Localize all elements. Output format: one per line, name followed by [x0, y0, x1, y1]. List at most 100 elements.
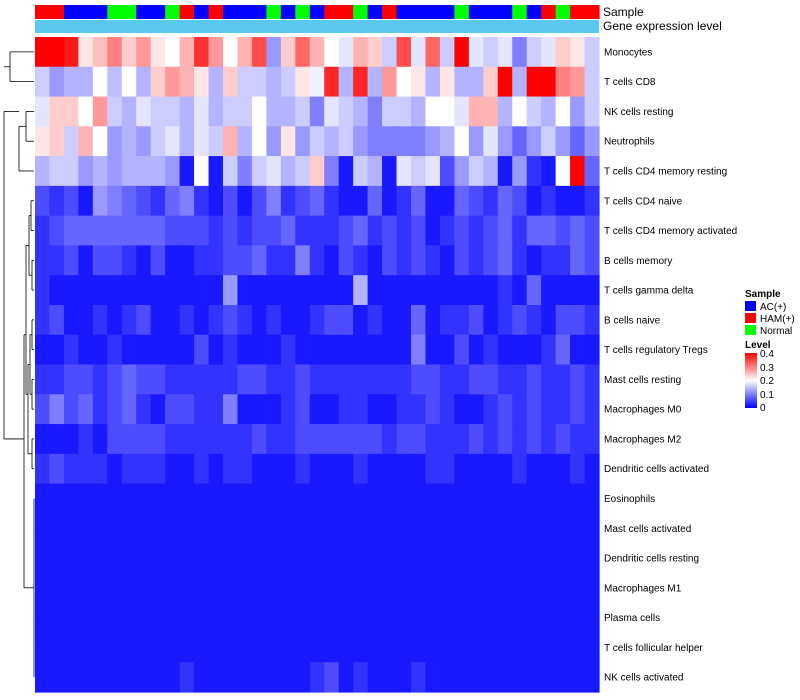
heatmap-cell — [584, 572, 600, 604]
heatmap-cell — [497, 66, 513, 98]
heatmap-cell — [324, 483, 340, 514]
heatmap-cell — [78, 632, 94, 663]
heatmap-cell — [338, 602, 354, 634]
row-label: Macrophages M2 — [604, 434, 682, 445]
heatmap-cell — [165, 275, 181, 306]
heatmap-cell — [439, 572, 455, 604]
heatmap-cell — [570, 543, 586, 574]
heatmap-cell — [179, 37, 195, 68]
heatmap-cell — [63, 572, 79, 604]
heatmap-cell — [107, 245, 123, 276]
heatmap-cell — [165, 632, 181, 663]
heatmap-cell — [35, 424, 51, 455]
heatmap-cell — [382, 66, 398, 98]
heatmap-cell — [324, 424, 340, 455]
heatmap-cell — [541, 424, 557, 455]
heatmap-cell — [280, 96, 296, 127]
heatmap-cell — [353, 304, 369, 336]
heatmap-cell — [295, 513, 311, 544]
heatmap-cell — [570, 275, 586, 306]
heatmap-cell — [35, 156, 51, 187]
heatmap-cell — [367, 424, 383, 455]
heatmap-cell — [338, 424, 354, 455]
heatmap-cell — [439, 275, 455, 306]
heatmap-cell — [35, 304, 51, 336]
heatmap-cell — [454, 334, 470, 366]
heatmap-cell — [237, 453, 253, 485]
sample-annotation-cell — [150, 5, 166, 19]
heatmap-cell — [165, 126, 181, 157]
heatmap-cell — [295, 185, 311, 217]
heatmap-cell — [280, 215, 296, 247]
heatmap-cell — [512, 483, 528, 514]
heatmap-cell — [49, 37, 65, 68]
heatmap-cell — [35, 602, 51, 634]
heatmap-cell — [251, 543, 267, 574]
heatmap-cell — [49, 126, 65, 157]
heatmap-cell — [63, 394, 79, 425]
heatmap-cell — [63, 37, 79, 68]
heatmap-cell — [165, 483, 181, 514]
heatmap-cell — [584, 513, 600, 544]
heatmap-cell — [382, 364, 398, 395]
heatmap-cell — [497, 483, 513, 514]
heatmap-cell — [584, 662, 600, 693]
heatmap-cell — [497, 662, 513, 693]
heatmap-cell — [324, 126, 340, 157]
heatmap-cell — [136, 275, 152, 306]
heatmap-cell — [179, 96, 195, 127]
heatmap-cell — [194, 424, 210, 455]
heatmap-cell — [194, 215, 210, 247]
legend-label-ac: AC(+) — [760, 302, 786, 313]
heatmap-cell — [439, 602, 455, 634]
heatmap-cell — [266, 662, 282, 693]
heatmap-cell — [309, 156, 325, 187]
heatmap-cell — [35, 364, 51, 395]
heatmap-cell — [454, 453, 470, 485]
heatmap-cell — [107, 513, 123, 544]
heatmap-cell — [570, 364, 586, 395]
heatmap-cell — [483, 424, 499, 455]
heatmap-cell — [107, 632, 123, 663]
heatmap-cell — [439, 126, 455, 157]
row-dendrogram — [3, 51, 35, 678]
row-label: T cells CD4 naive — [604, 196, 683, 207]
heatmap-cell — [584, 334, 600, 366]
heatmap-cell — [165, 602, 181, 634]
heatmap-cell — [136, 453, 152, 485]
heatmap-cell — [411, 304, 427, 336]
heatmap-cell — [584, 126, 600, 157]
sample-annotation-cell — [425, 5, 441, 19]
heatmap-cell — [78, 245, 94, 276]
heatmap-cell — [584, 632, 600, 663]
row-label: Mast cells activated — [604, 524, 691, 535]
heatmap-cell — [439, 334, 455, 366]
heatmap-cell — [425, 215, 441, 247]
heatmap-cell — [136, 96, 152, 127]
heatmap-cell — [237, 483, 253, 514]
heatmap-cell — [165, 185, 181, 217]
heatmap-cell — [92, 96, 108, 127]
heatmap-cell — [353, 96, 369, 127]
heatmap-cell — [179, 543, 195, 574]
row-label: Eosinophils — [604, 494, 655, 505]
heatmap-cell — [208, 185, 224, 217]
heatmap-cell — [396, 96, 412, 127]
heatmap-cell — [396, 543, 412, 574]
heatmap-cell — [92, 126, 108, 157]
sample-annotation-cell — [194, 5, 210, 19]
heatmap-cell — [280, 304, 296, 336]
heatmap-cell — [251, 275, 267, 306]
heatmap-cell — [107, 453, 123, 485]
heatmap-cell — [194, 304, 210, 336]
heatmap-cell — [208, 513, 224, 544]
heatmap-cell — [208, 275, 224, 306]
heatmap-cell — [121, 37, 137, 68]
heatmap-cell — [353, 275, 369, 306]
heatmap-cell — [570, 37, 586, 68]
heatmap-cell — [194, 394, 210, 425]
heatmap-cell — [49, 275, 65, 306]
heatmap-cell — [541, 364, 557, 395]
heatmap-cell — [136, 632, 152, 663]
